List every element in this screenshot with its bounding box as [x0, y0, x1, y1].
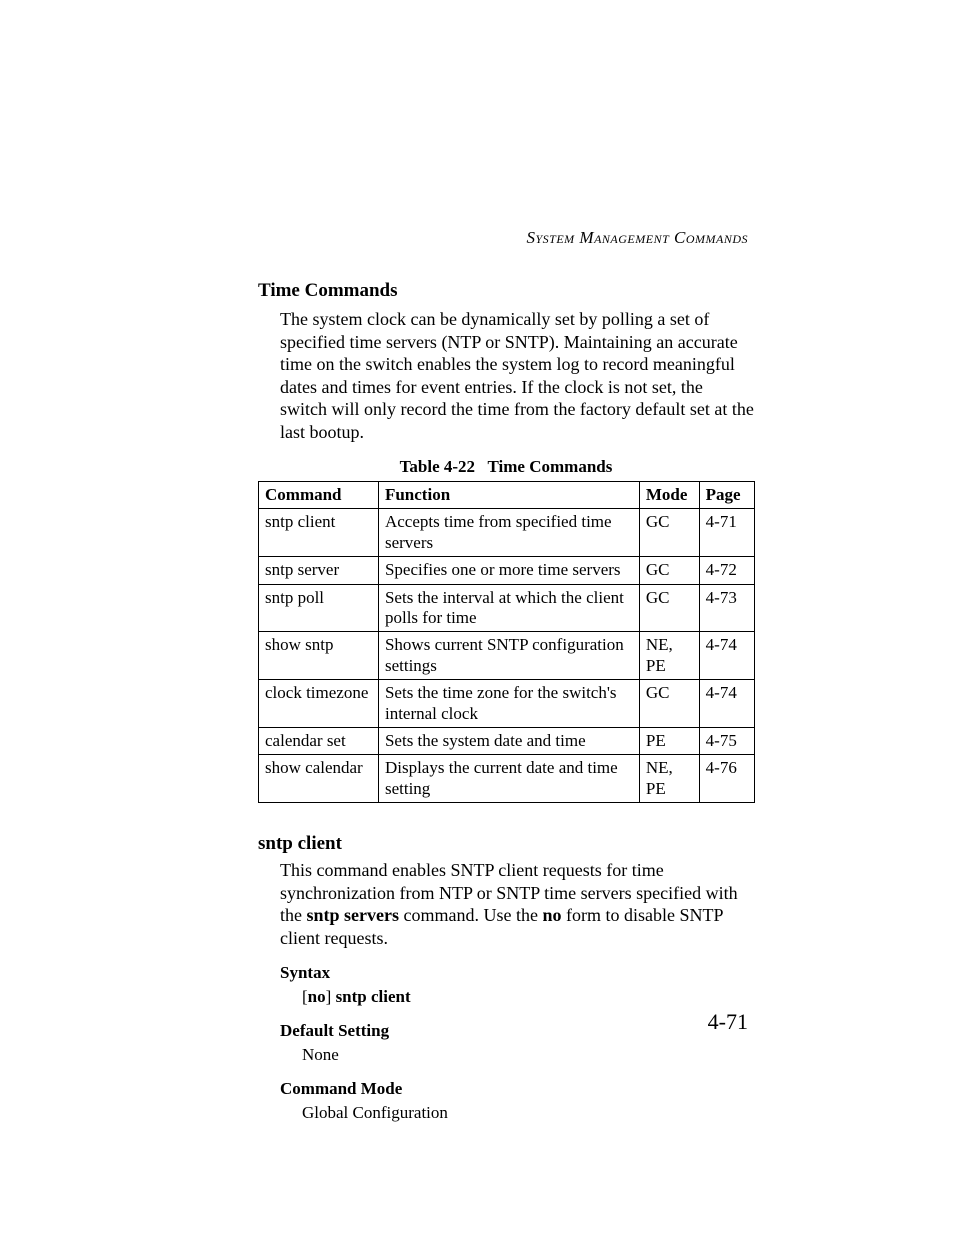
cell-command: show sntp: [259, 632, 379, 680]
table-header-mode: Mode: [639, 482, 699, 509]
syntax-mid: ]: [326, 987, 336, 1006]
cell-mode: GC: [639, 584, 699, 632]
cell-command: calendar set: [259, 727, 379, 754]
page-number: 4-71: [708, 1009, 748, 1035]
cell-page: 4-74: [699, 632, 754, 680]
table-row: show sntp Shows current SNTP configurati…: [259, 632, 755, 680]
cell-mode: GC: [639, 509, 699, 557]
table-header-function: Function: [378, 482, 639, 509]
cell-page: 4-71: [699, 509, 754, 557]
command-mode-value: Global Configuration: [302, 1103, 754, 1123]
time-commands-table: Command Function Mode Page sntp client A…: [258, 481, 755, 803]
cell-mode: NE, PE: [639, 632, 699, 680]
cell-function: Sets the time zone for the switch's inte…: [378, 680, 639, 728]
table-row: show calendar Displays the current date …: [259, 755, 755, 803]
cell-command: clock timezone: [259, 680, 379, 728]
cell-page: 4-76: [699, 755, 754, 803]
section-heading-time-commands: Time Commands: [258, 280, 754, 302]
default-setting-value: None: [302, 1045, 754, 1065]
cell-function: Sets the interval at which the client po…: [378, 584, 639, 632]
cell-command: show calendar: [259, 755, 379, 803]
table-row: clock timezone Sets the time zone for th…: [259, 680, 755, 728]
cell-mode: PE: [639, 727, 699, 754]
default-setting-heading: Default Setting: [280, 1021, 754, 1041]
desc-text: command. Use the: [399, 905, 542, 925]
desc-bold-no: no: [542, 905, 561, 925]
cell-function: Accepts time from specified time servers: [378, 509, 639, 557]
table-caption-title: Time Commands: [488, 457, 613, 476]
syntax-bold-no: no: [308, 987, 326, 1006]
command-description: This command enables SNTP client request…: [280, 859, 754, 949]
table-row: sntp server Specifies one or more time s…: [259, 557, 755, 584]
syntax-heading: Syntax: [280, 963, 754, 983]
table-row: calendar set Sets the system date and ti…: [259, 727, 755, 754]
table-caption: Table 4-22 Time Commands: [258, 457, 754, 477]
command-mode-heading: Command Mode: [280, 1079, 754, 1099]
syntax-bold-sntp-client: sntp client: [336, 987, 411, 1006]
cell-page: 4-72: [699, 557, 754, 584]
cell-mode: GC: [639, 680, 699, 728]
cell-mode: NE, PE: [639, 755, 699, 803]
table-row: sntp poll Sets the interval at which the…: [259, 584, 755, 632]
syntax-line: [no] sntp client: [302, 987, 754, 1007]
cell-function: Specifies one or more time servers: [378, 557, 639, 584]
cell-function: Displays the current date and time setti…: [378, 755, 639, 803]
desc-bold-sntp-servers: sntp servers: [307, 905, 400, 925]
cell-command: sntp server: [259, 557, 379, 584]
cell-command: sntp client: [259, 509, 379, 557]
cell-command: sntp poll: [259, 584, 379, 632]
cell-function: Shows current SNTP configuration setting…: [378, 632, 639, 680]
command-name-heading: sntp client: [258, 833, 754, 855]
table-header-page: Page: [699, 482, 754, 509]
cell-page: 4-74: [699, 680, 754, 728]
document-page: System Management Commands Time Commands…: [0, 0, 954, 1235]
cell-mode: GC: [639, 557, 699, 584]
cell-page: 4-75: [699, 727, 754, 754]
running-header: System Management Commands: [527, 228, 749, 248]
cell-function: Sets the system date and time: [378, 727, 639, 754]
cell-page: 4-73: [699, 584, 754, 632]
table-header-command: Command: [259, 482, 379, 509]
table-row: sntp client Accepts time from specified …: [259, 509, 755, 557]
table-caption-prefix: Table 4-22: [400, 457, 475, 476]
intro-paragraph: The system clock can be dynamically set …: [280, 308, 754, 443]
table-header-row: Command Function Mode Page: [259, 482, 755, 509]
